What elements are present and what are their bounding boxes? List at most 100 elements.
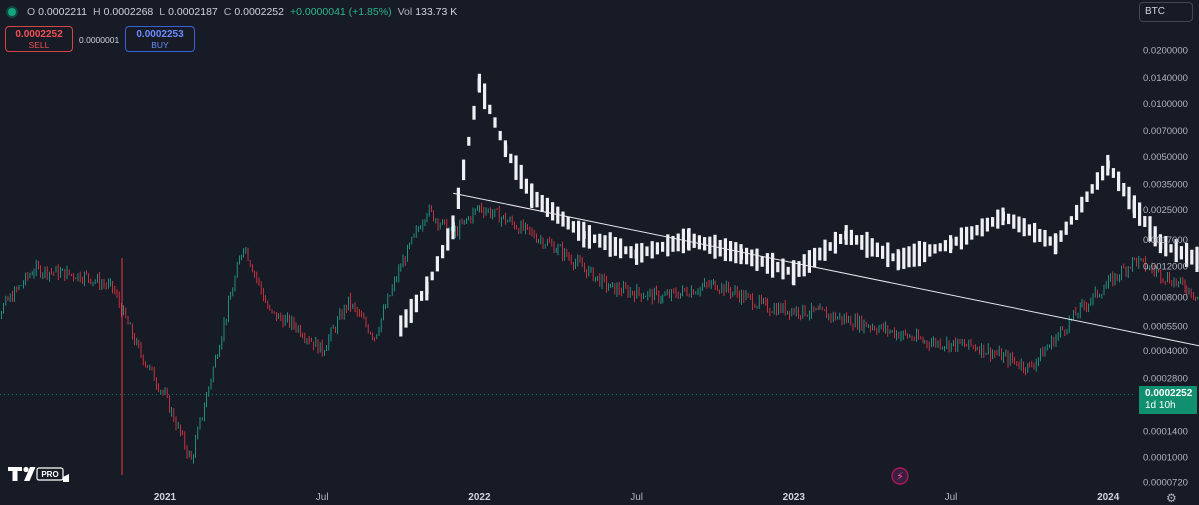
buy-price: 0.0002253 — [136, 29, 184, 40]
y-tick-label: 0.0035000 — [1143, 179, 1188, 190]
projection-bar — [765, 253, 769, 274]
price-axis: 0.0200000 0.0140000 0.0100000 0.0070000 0.00… — [1143, 46, 1188, 489]
projection-bar — [414, 294, 418, 313]
projection-bar — [1012, 214, 1016, 229]
sell-button[interactable]: 0.0002252 SELL — [5, 26, 73, 52]
projection-bar — [902, 247, 906, 269]
projection-bar — [965, 226, 969, 245]
projection-bar — [1022, 218, 1026, 237]
projection-bar — [755, 248, 759, 271]
projection-bar — [598, 233, 602, 248]
projection-bar — [608, 232, 612, 257]
last-price-value: 0.0002252 — [1145, 388, 1193, 399]
projection-bar — [1069, 216, 1073, 225]
projection-bar — [949, 238, 953, 250]
projection-bar — [897, 251, 901, 269]
price-candles — [0, 202, 1199, 475]
symbol-selector[interactable]: BTC — [1139, 2, 1193, 22]
spread-value: 0.0000001 — [79, 35, 120, 45]
volume-value: 133.73 K — [415, 6, 458, 18]
high-label: H — [93, 6, 101, 18]
last-price-label: 0.0002252 1d 10h — [1139, 386, 1197, 414]
projection-bar — [524, 178, 528, 194]
y-tick-label: 0.0050000 — [1143, 152, 1188, 163]
projection-bar — [577, 220, 581, 241]
y-tick-label: 0.0017000 — [1143, 235, 1188, 246]
projection-bar — [1195, 246, 1199, 272]
projection-bar — [409, 298, 413, 323]
projection-bar — [959, 227, 963, 250]
projection-bar — [970, 226, 974, 240]
projection-bar — [540, 195, 544, 213]
projection-bar — [907, 246, 911, 268]
projection-bar — [472, 105, 476, 120]
close-value: 0.0002252 — [234, 6, 284, 18]
high-value: 0.0002268 — [103, 6, 154, 18]
projection-bar — [745, 247, 749, 265]
projection-bar — [1059, 230, 1063, 242]
x-tick-label: 2022 — [468, 492, 491, 503]
volume-label: Vol — [397, 6, 413, 18]
sell-label: SELL — [28, 40, 50, 50]
projection-bar — [1043, 229, 1047, 247]
projection-bar — [1038, 229, 1042, 242]
projection-bar — [1122, 183, 1126, 197]
x-tick-label: Jul — [630, 492, 643, 503]
projection-bar — [703, 237, 707, 251]
gear-icon[interactable]: ⚙ — [1166, 491, 1177, 505]
projection-bar — [530, 183, 534, 209]
buy-button[interactable]: 0.0002253 BUY — [125, 26, 195, 52]
projection-bar — [593, 234, 597, 244]
projection-bar — [776, 261, 780, 273]
projection-bar — [1101, 165, 1105, 181]
projection-bar — [855, 235, 859, 245]
projection-bar — [991, 217, 995, 227]
projection-bar — [399, 315, 403, 337]
y-tick-label: 0.0070000 — [1143, 126, 1188, 137]
projection-bar — [640, 243, 644, 263]
projection-bar — [723, 238, 727, 262]
trendline — [453, 192, 1199, 347]
projection-bar — [556, 206, 560, 224]
projection-bar — [760, 256, 764, 267]
close-label: C — [223, 6, 232, 18]
projection-bar — [933, 244, 937, 254]
projection-bar — [985, 217, 989, 232]
projection-bar — [954, 236, 958, 246]
projection-bar — [687, 228, 691, 251]
sell-price: 0.0002252 — [15, 29, 63, 40]
projection-bar — [425, 281, 429, 295]
y-tick-label: 0.0012000 — [1143, 262, 1188, 273]
projection-bar — [734, 242, 738, 264]
projection-bar — [1080, 196, 1084, 213]
projection-bar — [430, 271, 434, 281]
low-value: 0.0002187 — [168, 6, 218, 18]
projection-bar — [1017, 216, 1021, 233]
projection-bar — [750, 249, 754, 267]
projection-bar — [1064, 221, 1068, 235]
ohlc-legend: O 0.0002211 H 0.0002268 L 0.0002187 C 0.0002… — [8, 6, 460, 18]
projection-bar — [1143, 216, 1147, 227]
projection-bar — [488, 104, 492, 115]
projection-bar — [1127, 186, 1131, 210]
projection-bar — [786, 266, 790, 275]
projection-bar — [697, 235, 701, 250]
open-label: O — [27, 6, 36, 18]
lightning-glyph: ⚡ — [896, 470, 904, 483]
projection-bar — [661, 241, 665, 252]
change-value: +0.0000041 (+1.85%) — [289, 6, 392, 18]
projection-bar — [823, 239, 827, 261]
projection-bar — [917, 240, 921, 267]
lightning-icon[interactable] — [891, 467, 909, 485]
open-value: 0.0002211 — [38, 6, 88, 18]
projection-bar — [849, 229, 853, 246]
y-tick-label: 0.0001400 — [1143, 426, 1188, 437]
tradingview-logo[interactable]: PRO — [6, 463, 72, 485]
projection-bar — [943, 240, 947, 252]
projection-bar — [1132, 195, 1136, 219]
y-tick-label: 0.0000720 — [1143, 478, 1188, 489]
projection-bar — [807, 250, 811, 273]
projection-bar — [671, 235, 675, 252]
projection-bar — [938, 243, 942, 252]
